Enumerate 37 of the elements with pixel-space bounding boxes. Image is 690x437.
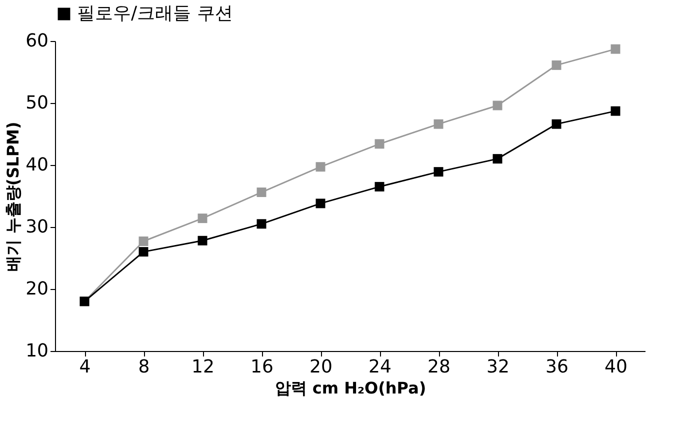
x-tick-label: 8 <box>138 356 150 378</box>
x-tick-label: 36 <box>546 356 568 378</box>
point <box>198 236 208 246</box>
x-tick-label: 12 <box>192 356 214 378</box>
point <box>316 162 326 172</box>
point <box>256 219 266 229</box>
point <box>552 119 562 129</box>
y-axis-title: 배기 누출량(SLPM) <box>4 122 23 272</box>
point <box>374 139 384 149</box>
x-tick-label: 32 <box>486 356 510 378</box>
x-tick-label: 24 <box>368 356 392 378</box>
legend-label: 필로우/크래들 쿠션 <box>77 3 233 24</box>
point <box>552 60 562 70</box>
point <box>138 236 148 246</box>
point <box>138 247 148 257</box>
y-tick-label: 10 <box>26 340 48 362</box>
x-tick-label: 20 <box>310 356 332 378</box>
point <box>256 188 266 198</box>
x-tick-label: 16 <box>250 356 274 378</box>
point <box>434 167 444 177</box>
point <box>198 214 208 224</box>
x-tick-label: 4 <box>79 356 91 378</box>
y-tick-label: 40 <box>26 154 48 176</box>
y-tick-label: 50 <box>26 92 48 114</box>
point <box>610 44 620 54</box>
x-tick-label: 28 <box>428 356 450 378</box>
point <box>610 106 620 116</box>
y-tick-label: 20 <box>26 278 48 300</box>
x-tick-label: 40 <box>604 356 628 378</box>
point <box>374 182 384 192</box>
point <box>492 154 502 164</box>
y-tick-label: 30 <box>26 216 48 238</box>
point <box>434 119 444 129</box>
y-tick-label: 60 <box>26 30 48 52</box>
point <box>492 100 502 110</box>
x-axis-title: 압력 cm H₂O(hPa) <box>274 378 426 398</box>
point <box>316 198 326 208</box>
